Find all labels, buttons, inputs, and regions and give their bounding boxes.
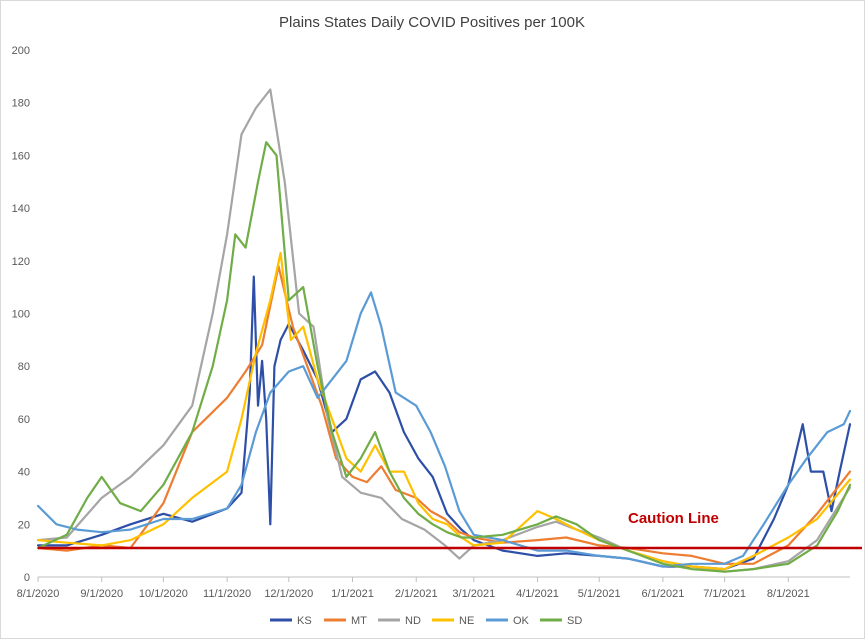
x-axis-ticks: 8/1/2020 9/1/2020 10/1/2020 11/1/2020 12/1/2… (17, 577, 810, 600)
series-line-ok (36, 291, 852, 568)
x-tick-label: 5/1/2021 (578, 588, 621, 600)
series-line-ne (36, 251, 852, 571)
x-tick-label: 8/1/2020 (17, 588, 60, 600)
series-lines (36, 88, 852, 573)
x-tick-label: 9/1/2020 (80, 588, 123, 600)
y-tick-label: 140 (12, 203, 30, 215)
caution-line-label: Caution Line (628, 510, 719, 527)
y-tick-label: 160 (12, 150, 30, 162)
chart-title: Plains States Daily COVID Positives per … (279, 14, 585, 31)
y-tick-label: 20 (18, 519, 30, 531)
legend: KS MT ND NE OK SD (270, 615, 582, 627)
y-axis-ticks: 0 20 40 60 80 100 120 140 160 180 200 (12, 45, 30, 584)
y-tick-label: 120 (12, 256, 30, 268)
x-tick-label: 3/1/2021 (452, 588, 495, 600)
legend-label-ne: NE (459, 615, 474, 627)
y-tick-label: 180 (12, 98, 30, 110)
x-tick-label: 11/1/2020 (203, 588, 251, 600)
x-tick-label: 10/1/2020 (139, 588, 188, 600)
legend-label-mt: MT (351, 615, 367, 627)
x-tick-label: 2/1/2021 (395, 588, 438, 600)
series-line-ks (36, 275, 852, 571)
series-line-mt (36, 265, 852, 565)
y-tick-label: 40 (18, 467, 30, 479)
x-tick-label: 1/1/2021 (331, 588, 374, 600)
legend-label-ok: OK (513, 615, 530, 627)
y-tick-label: 200 (12, 45, 30, 57)
y-tick-label: 100 (12, 309, 30, 321)
y-tick-label: 60 (18, 414, 30, 426)
legend-label-nd: ND (405, 615, 421, 627)
y-tick-label: 0 (24, 572, 30, 584)
series-line-sd (36, 141, 852, 573)
x-tick-label: 8/1/2021 (767, 588, 810, 600)
legend-label-sd: SD (567, 615, 582, 627)
x-tick-label: 4/1/2021 (516, 588, 559, 600)
x-tick-label: 7/1/2021 (703, 588, 746, 600)
legend-label-ks: KS (297, 615, 312, 627)
x-tick-label: 12/1/2020 (264, 588, 313, 600)
x-tick-label: 6/1/2021 (642, 588, 685, 600)
y-tick-label: 80 (18, 361, 30, 373)
